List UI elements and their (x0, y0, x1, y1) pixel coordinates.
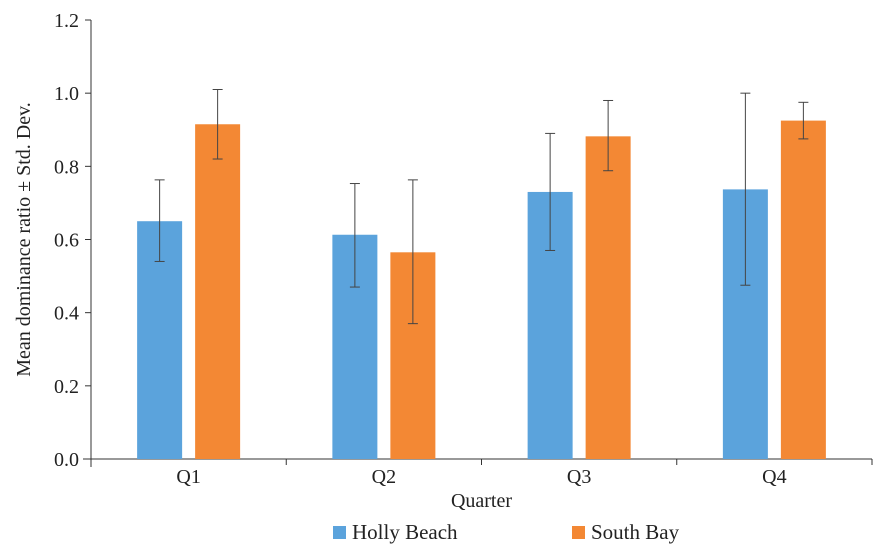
x-axis-title: Quarter (451, 490, 512, 512)
y-tick-label: 0.2 (54, 376, 79, 398)
bar-south-bay-q1 (195, 124, 241, 459)
error-bar (798, 101, 809, 140)
legend-swatch (333, 526, 346, 539)
error-bars (154, 89, 809, 325)
legend-swatch (572, 526, 585, 539)
error-bar (545, 132, 556, 251)
legend-label: South Bay (591, 520, 680, 544)
error-bar (603, 99, 614, 172)
bar-south-bay-q4 (780, 120, 826, 460)
error-bar (740, 92, 751, 286)
x-tick-label: Q1 (176, 466, 200, 488)
y-tick-label: 0.4 (54, 303, 79, 325)
bar-south-bay-q3 (585, 136, 631, 459)
y-tick-label: 1.0 (54, 83, 79, 105)
error-bar (407, 179, 418, 325)
legend-label: Holly Beach (352, 520, 458, 544)
y-tick-label: 0.6 (54, 230, 79, 252)
legend: Holly Beach South Bay (333, 520, 680, 544)
y-tick-label: 1.2 (54, 10, 79, 32)
y-tick-label: 0.0 (54, 449, 79, 471)
bars (137, 120, 826, 460)
legend-item-south-bay: South Bay (572, 520, 680, 544)
error-bar (349, 183, 360, 288)
legend-item-holly-beach: Holly Beach (333, 520, 458, 544)
x-tick-label: Q2 (372, 466, 396, 488)
y-axis: 0.0 0.2 0.4 0.6 0.8 1.0 1.2 (54, 10, 92, 471)
x-tick-label: Q3 (567, 466, 591, 488)
error-bar (154, 179, 165, 262)
error-bar (212, 89, 223, 160)
y-tick-label: 0.8 (54, 156, 79, 178)
x-axis: Q1 Q2 Q3 Q4 (83, 458, 873, 488)
y-axis-title: Mean dominance ratio ± Std. Dev. (13, 102, 35, 377)
x-tick-label: Q4 (762, 466, 786, 488)
